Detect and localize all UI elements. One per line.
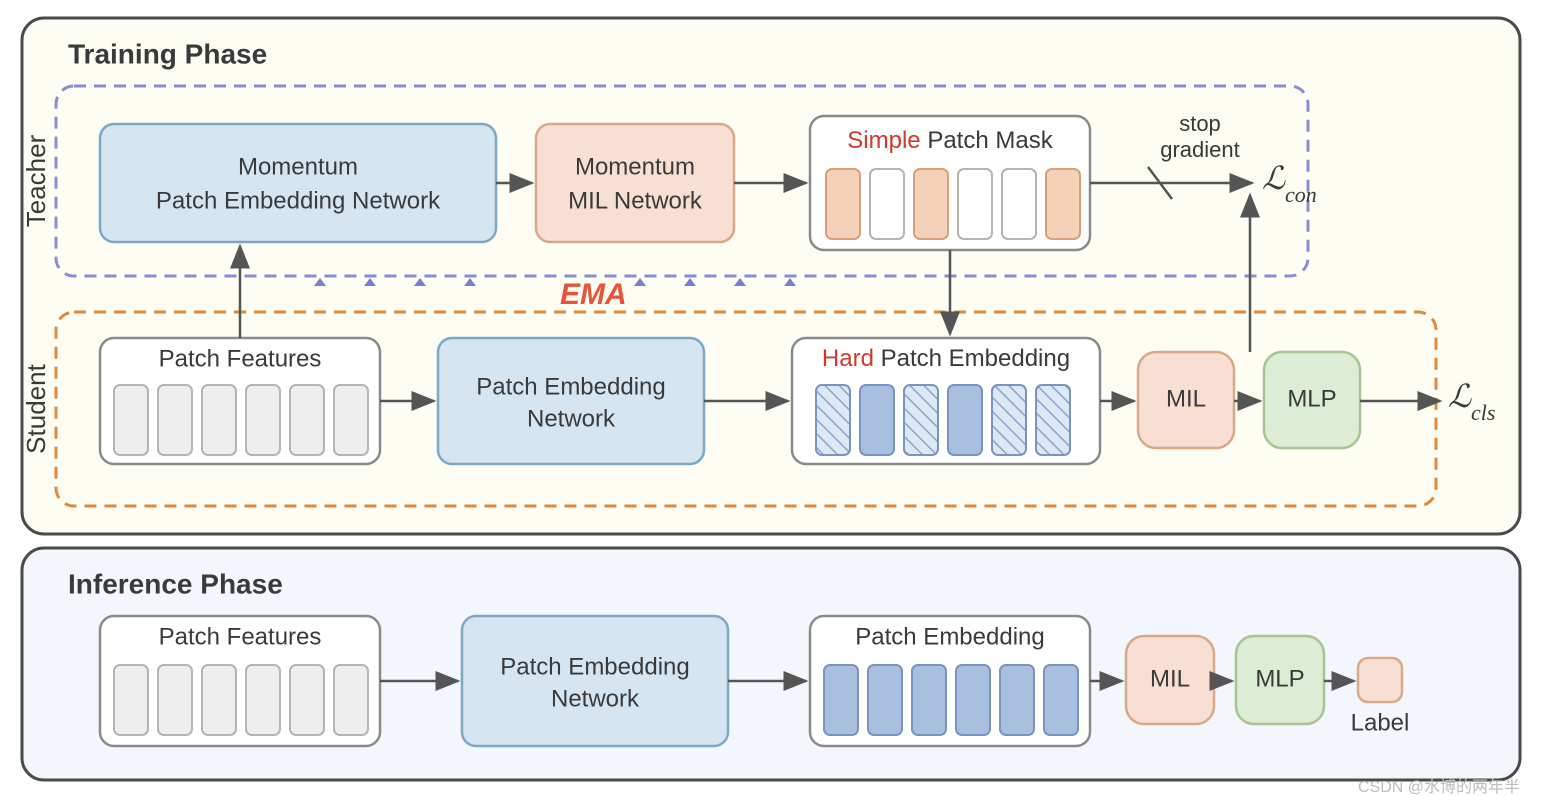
inference-mlp-label: MLP [1255, 665, 1304, 692]
inference-patch-embedding-network [462, 616, 728, 746]
inference-label-box [1358, 658, 1402, 702]
hard-patch-embedding-label: Hard Patch Embedding [822, 345, 1070, 372]
momentum-pen-line1: Momentum [238, 153, 358, 180]
momentum-pen-line2: Patch Embedding Network [156, 187, 441, 214]
student-patch-embedding-network [438, 338, 704, 464]
inference-title: Inference Phase [68, 568, 283, 599]
stop-gradient-text1: stop [1179, 111, 1221, 136]
ema-label: EMA [560, 278, 627, 311]
student-label: Student [21, 363, 51, 453]
momentum-patch-embedding-network [100, 124, 496, 242]
stop-gradient-text2: gradient [1160, 137, 1240, 162]
watermark: CSDN @水博的两年半 [1358, 778, 1520, 796]
inference-pen-line1: Patch Embedding [500, 653, 689, 680]
teacher-label: Teacher [21, 134, 51, 227]
training-title: Training Phase [68, 38, 267, 69]
student-patch-features-label: Patch Features [159, 345, 322, 372]
inference-mil-label: MIL [1150, 665, 1190, 692]
momentum-mil-line1: Momentum [575, 153, 695, 180]
inference-pe-label: Patch Embedding [855, 623, 1044, 650]
inference-label-text: Label [1351, 709, 1410, 736]
momentum-mil-network [536, 124, 734, 242]
inference-pf-label: Patch Features [159, 623, 322, 650]
student-pen-line2: Network [527, 405, 616, 432]
momentum-mil-line2: MIL Network [568, 187, 703, 214]
student-mil-label: MIL [1166, 385, 1206, 412]
student-mlp-label: MLP [1287, 385, 1336, 412]
inference-pen-line2: Network [551, 685, 640, 712]
student-pen-line1: Patch Embedding [476, 373, 665, 400]
simple-patch-mask-label: Simple Patch Mask [847, 127, 1053, 154]
